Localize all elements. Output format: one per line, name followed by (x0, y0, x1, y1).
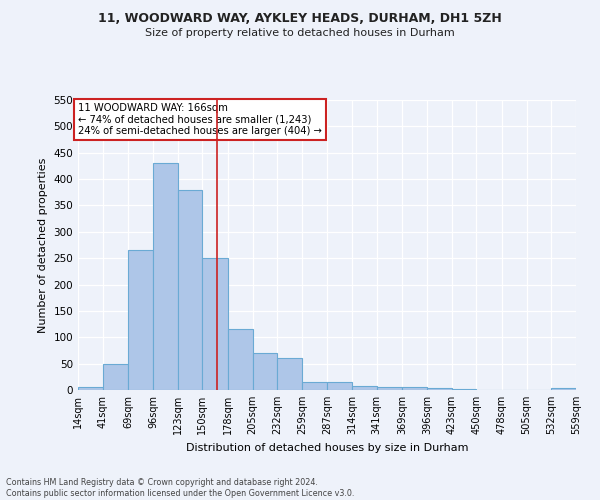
Bar (551, 388, 576, 390)
Bar (427, 388, 452, 390)
Bar (202, 258, 228, 390)
Bar (128, 250, 153, 390)
Bar (403, 387, 427, 390)
Bar (328, 382, 352, 390)
Text: Size of property relative to detached houses in Durham: Size of property relative to detached ho… (145, 28, 455, 38)
Text: 11, WOODWARD WAY, AYKLEY HEADS, DURHAM, DH1 5ZH: 11, WOODWARD WAY, AYKLEY HEADS, DURHAM, … (98, 12, 502, 26)
Bar (103, 364, 128, 390)
Text: 11 WOODWARD WAY: 166sqm
← 74% of detached houses are smaller (1,243)
24% of semi: 11 WOODWARD WAY: 166sqm ← 74% of detache… (78, 102, 322, 136)
Bar (228, 330, 253, 390)
Bar (452, 389, 476, 390)
Bar (178, 190, 202, 390)
Y-axis label: Number of detached properties: Number of detached properties (38, 158, 48, 332)
Bar (78, 388, 103, 390)
X-axis label: Distribution of detached houses by size in Durham: Distribution of detached houses by size … (186, 442, 468, 452)
Bar (277, 358, 302, 390)
Bar (153, 164, 178, 390)
Bar (253, 353, 277, 390)
Bar (302, 382, 328, 390)
Text: Contains HM Land Registry data © Crown copyright and database right 2024.
Contai: Contains HM Land Registry data © Crown c… (6, 478, 355, 498)
Bar (352, 386, 377, 390)
Bar (377, 388, 403, 390)
